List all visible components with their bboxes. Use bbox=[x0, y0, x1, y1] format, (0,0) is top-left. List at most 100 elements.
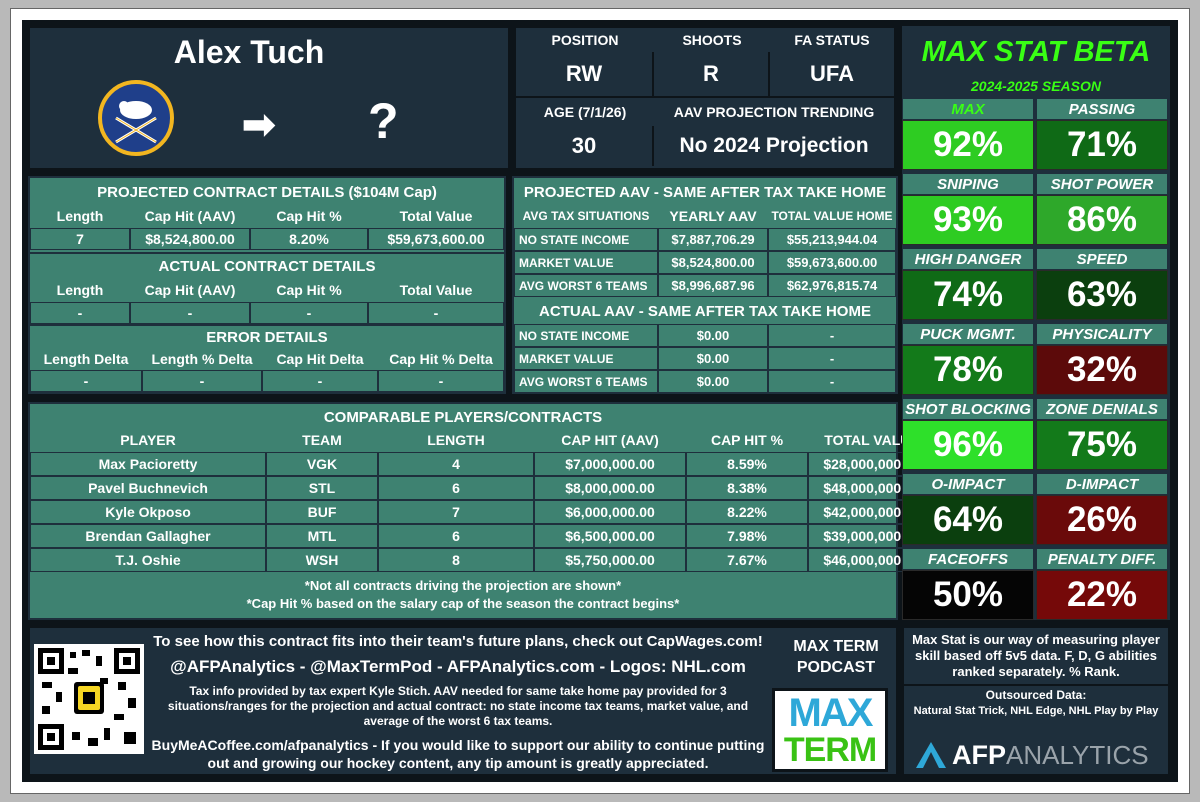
comps-r3-length: 7 bbox=[378, 500, 534, 524]
act-v-length: - bbox=[30, 302, 130, 324]
stat-label-shot-blocking: SHOT BLOCKING bbox=[902, 398, 1034, 420]
stat-label-puck-mgmt: PUCK MGMT. bbox=[902, 323, 1034, 345]
age-value: 30 bbox=[516, 126, 654, 166]
comps-r3-team: BUF bbox=[266, 500, 378, 524]
arrow-right-icon: ➡ bbox=[242, 103, 276, 147]
tax-proj-r1-label: NO STATE INCOME bbox=[514, 228, 658, 251]
proj-h-length: Length bbox=[56, 208, 104, 224]
podcast-logo-bottom: TERM bbox=[783, 731, 877, 769]
tax-panel: PROJECTED AAV - SAME AFTER TAX TAKE HOME… bbox=[512, 176, 898, 394]
tax-proj-r3-yearly: $8,996,687.96 bbox=[658, 274, 768, 297]
tax-proj-r1-yearly: $7,887,706.29 bbox=[658, 228, 768, 251]
comps-h-total: TOTAL VALUE bbox=[824, 432, 920, 448]
maxstat-title: MAX STAT BETA bbox=[921, 35, 1151, 68]
comps-r3-caphitpct: 8.22% bbox=[686, 500, 808, 524]
tax-act-r2-label: MARKET VALUE bbox=[514, 347, 658, 370]
stat-label-physicality: PHYSICALITY bbox=[1036, 323, 1168, 345]
tax-proj-r1-total: $55,213,944.04 bbox=[768, 228, 896, 251]
footer-line-4: BuyMeACoffee.com/afpanalytics - If you w… bbox=[151, 737, 765, 771]
proj-v-length: 7 bbox=[30, 228, 130, 250]
aav-trend-value: No 2024 Projection bbox=[679, 134, 869, 157]
tax-proj-r2-yearly: $8,524,800.00 bbox=[658, 251, 768, 274]
comps-r5-team: WSH bbox=[266, 548, 378, 572]
stat-value-passing: 71% bbox=[1036, 120, 1168, 170]
brand-light: ANALYTICS bbox=[1006, 739, 1149, 770]
stat-label-o-impact: O-IMPACT bbox=[902, 473, 1034, 495]
comps-r1-player: Max Pacioretty bbox=[30, 452, 266, 476]
position-label: POSITION bbox=[551, 32, 619, 48]
podcast-logo-top: MAX bbox=[788, 693, 874, 733]
podcast-title: MAX TERM PODCAST bbox=[793, 638, 879, 676]
sources-label: Outsourced Data: bbox=[985, 688, 1087, 702]
comps-r3-player: Kyle Okposo bbox=[30, 500, 266, 524]
qr-code bbox=[34, 644, 144, 754]
stat-label-shot-power: SHOT POWER bbox=[1036, 173, 1168, 195]
act-v-caphit: - bbox=[130, 302, 250, 324]
stat-value-shot-blocking: 96% bbox=[902, 420, 1034, 470]
comps-h-length: LENGTH bbox=[427, 432, 485, 448]
about-panel: Max Stat is our way of measuring player … bbox=[902, 626, 1170, 776]
comps-r5-caphitpct: 7.67% bbox=[686, 548, 808, 572]
stat-label-speed: SPEED bbox=[1036, 248, 1168, 270]
stat-value-o-impact: 64% bbox=[902, 495, 1034, 545]
proj-v-total: $59,673,600.00 bbox=[368, 228, 504, 250]
err-h-caphit: Cap Hit Delta bbox=[276, 351, 364, 367]
about-text: Max Stat is our way of measuring player … bbox=[912, 632, 1160, 679]
fa-value: UFA bbox=[810, 61, 854, 86]
comps-r2-caphit: $8,000,000.00 bbox=[534, 476, 686, 500]
maxstat-season: 2024-2025 SEASON bbox=[971, 78, 1101, 94]
proj-h-caphitpct: Cap Hit % bbox=[276, 208, 342, 224]
stat-value-zone-denials: 75% bbox=[1036, 420, 1168, 470]
tax-proj-title: PROJECTED AAV - SAME AFTER TAX TAKE HOME bbox=[523, 183, 887, 201]
stat-label-sniping: SNIPING bbox=[902, 173, 1034, 195]
stat-label-penalty-diff: PENALTY DIFF. bbox=[1036, 548, 1168, 570]
stat-label-faceoffs: FACEOFFS bbox=[902, 548, 1034, 570]
err-h-length: Length Delta bbox=[43, 351, 129, 367]
tax-proj-r2-label: MARKET VALUE bbox=[514, 251, 658, 274]
err-v-lengthpct: - bbox=[142, 370, 262, 392]
tax-act-r2-total: - bbox=[768, 347, 896, 370]
stat-value-high-danger: 74% bbox=[902, 270, 1034, 320]
stat-label-passing: PASSING bbox=[1036, 98, 1168, 120]
comps-r5-length: 8 bbox=[378, 548, 534, 572]
comps-h-player: PLAYER bbox=[120, 432, 176, 448]
comps-r3-caphit: $6,000,000.00 bbox=[534, 500, 686, 524]
comps-note-2: *Cap Hit % based on the salary cap of th… bbox=[246, 595, 680, 611]
tax-act-title: ACTUAL AAV - SAME AFTER TAX TAKE HOME bbox=[539, 302, 871, 320]
comps-r2-team: STL bbox=[266, 476, 378, 500]
proj-h-caphit: Cap Hit (AAV) bbox=[144, 208, 236, 224]
proj-v-caphit: $8,524,800.00 bbox=[130, 228, 250, 250]
stat-value-physicality: 32% bbox=[1036, 345, 1168, 395]
tax-proj-r2-total: $59,673,600.00 bbox=[768, 251, 896, 274]
err-h-lengthpct: Length % Delta bbox=[151, 351, 253, 367]
tax-act-r1-label: NO STATE INCOME bbox=[514, 324, 658, 347]
stat-value-max: 92% bbox=[902, 120, 1034, 170]
comps-h-caphit: CAP HIT (AAV) bbox=[561, 432, 659, 448]
stat-label-max: MAX bbox=[902, 98, 1034, 120]
aav-trend-label: AAV PROJECTION TRENDING bbox=[673, 104, 875, 120]
stat-value-d-impact: 26% bbox=[1036, 495, 1168, 545]
projected-title: PROJECTED CONTRACT DETAILS ($104M Cap) bbox=[97, 183, 437, 201]
brand-bold: AFP bbox=[952, 739, 1006, 770]
comps-r1-team: VGK bbox=[266, 452, 378, 476]
footer-line-3: Tax info provided by tax expert Kyle Sti… bbox=[167, 684, 749, 728]
podcast-logo: MAX TERM bbox=[772, 688, 888, 772]
comps-r4-caphitpct: 7.98% bbox=[686, 524, 808, 548]
comps-h-team: TEAM bbox=[302, 432, 342, 448]
stat-value-shot-power: 86% bbox=[1036, 195, 1168, 245]
comps-r1-caphitpct: 8.59% bbox=[686, 452, 808, 476]
stat-value-speed: 63% bbox=[1036, 270, 1168, 320]
comps-r1-length: 4 bbox=[378, 452, 534, 476]
comparables-panel: COMPARABLE PLAYERS/CONTRACTS PLAYER TEAM… bbox=[28, 402, 936, 620]
afp-triangle-icon bbox=[916, 742, 946, 768]
proj-h-total: Total Value bbox=[399, 208, 473, 224]
unknown-team: ? bbox=[368, 93, 399, 149]
stat-value-penalty-diff: 22% bbox=[1036, 570, 1168, 620]
comps-r2-length: 6 bbox=[378, 476, 534, 500]
tax-act-r3-label: AVG WORST 6 TEAMS bbox=[514, 370, 658, 393]
tax-h-situation: AVG TAX SITUATIONS bbox=[522, 209, 650, 223]
tax-act-r1-yearly: $0.00 bbox=[658, 324, 768, 347]
player-header: Alex Tuch ➡ ? bbox=[28, 26, 510, 170]
position-value: RW bbox=[516, 52, 654, 96]
tax-act-r3-total: - bbox=[768, 370, 896, 393]
